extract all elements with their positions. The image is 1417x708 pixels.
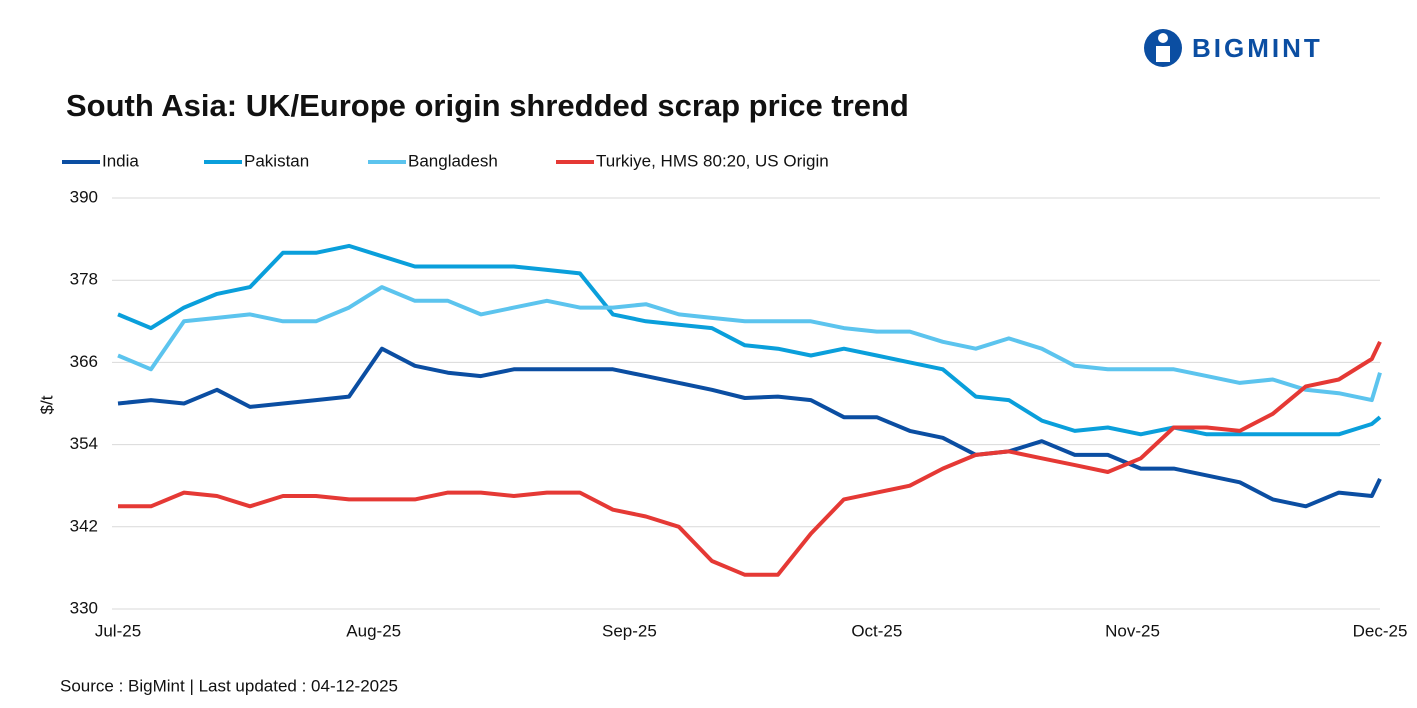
legend-label: Turkiye, HMS 80:20, US Origin: [596, 151, 829, 170]
chart-title: South Asia: UK/Europe origin shredded sc…: [66, 88, 909, 123]
logo: BIGMINT: [1144, 29, 1323, 67]
logo-text: BIGMINT: [1192, 33, 1323, 63]
x-tick-label: Sep-25: [602, 621, 657, 640]
series-line: [117, 243, 1382, 437]
y-tick-label: 366: [70, 352, 98, 371]
y-tick-label: 342: [70, 516, 98, 535]
y-tick-label: 354: [70, 434, 98, 453]
source: Source : BigMint | Last updated : 04-12-…: [60, 676, 398, 695]
x-tick-label: Nov-25: [1105, 621, 1160, 640]
x-tick-label: Dec-25: [1353, 621, 1408, 640]
x-tick-label: Aug-25: [346, 621, 401, 640]
legend-label: Pakistan: [244, 151, 309, 170]
legend-label: Bangladesh: [408, 151, 498, 170]
legend-label: India: [102, 151, 139, 170]
x-tick-label: Jul-25: [95, 621, 141, 640]
logo-icon-head: [1158, 33, 1168, 43]
series-line: [117, 346, 1382, 509]
x-tick-label: Oct-25: [851, 621, 902, 640]
y-tick-label: 378: [70, 270, 98, 289]
y-tick-label: 330: [70, 598, 98, 617]
y-tick-label: 390: [70, 187, 98, 206]
series-line: [117, 285, 1382, 403]
series-line: [118, 340, 1382, 577]
y-axis-label: $/t: [37, 395, 56, 414]
logo-icon-body: [1156, 46, 1170, 62]
